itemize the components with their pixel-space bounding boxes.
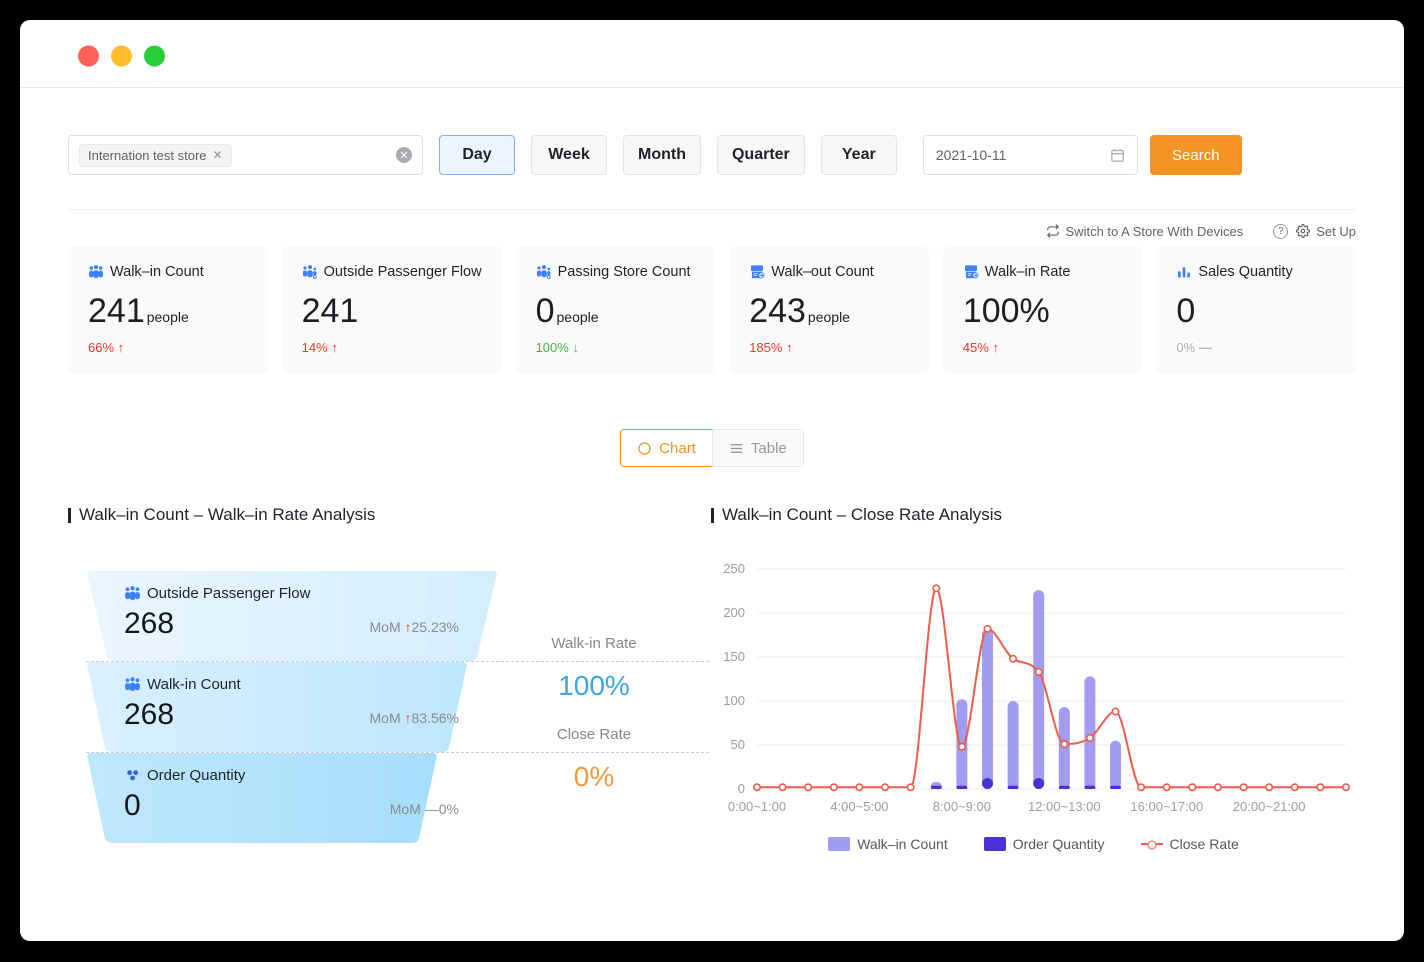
svg-text:4:00~5:00: 4:00~5:00 (830, 799, 888, 814)
svg-text:20:00~21:00: 20:00~21:00 (1233, 799, 1306, 814)
svg-text:200: 200 (723, 605, 745, 620)
svg-text:0:00~1:00: 0:00~1:00 (728, 799, 786, 814)
svg-text:16:00~17:00: 16:00~17:00 (1130, 799, 1203, 814)
svg-text:12:00~13:00: 12:00~13:00 (1028, 799, 1101, 814)
svg-text:150: 150 (723, 649, 745, 664)
svg-text:0: 0 (738, 781, 745, 796)
svg-text:50: 50 (731, 737, 745, 752)
svg-text:250: 250 (723, 561, 745, 576)
svg-text:100: 100 (723, 693, 745, 708)
svg-text:8:00~9:00: 8:00~9:00 (933, 799, 991, 814)
